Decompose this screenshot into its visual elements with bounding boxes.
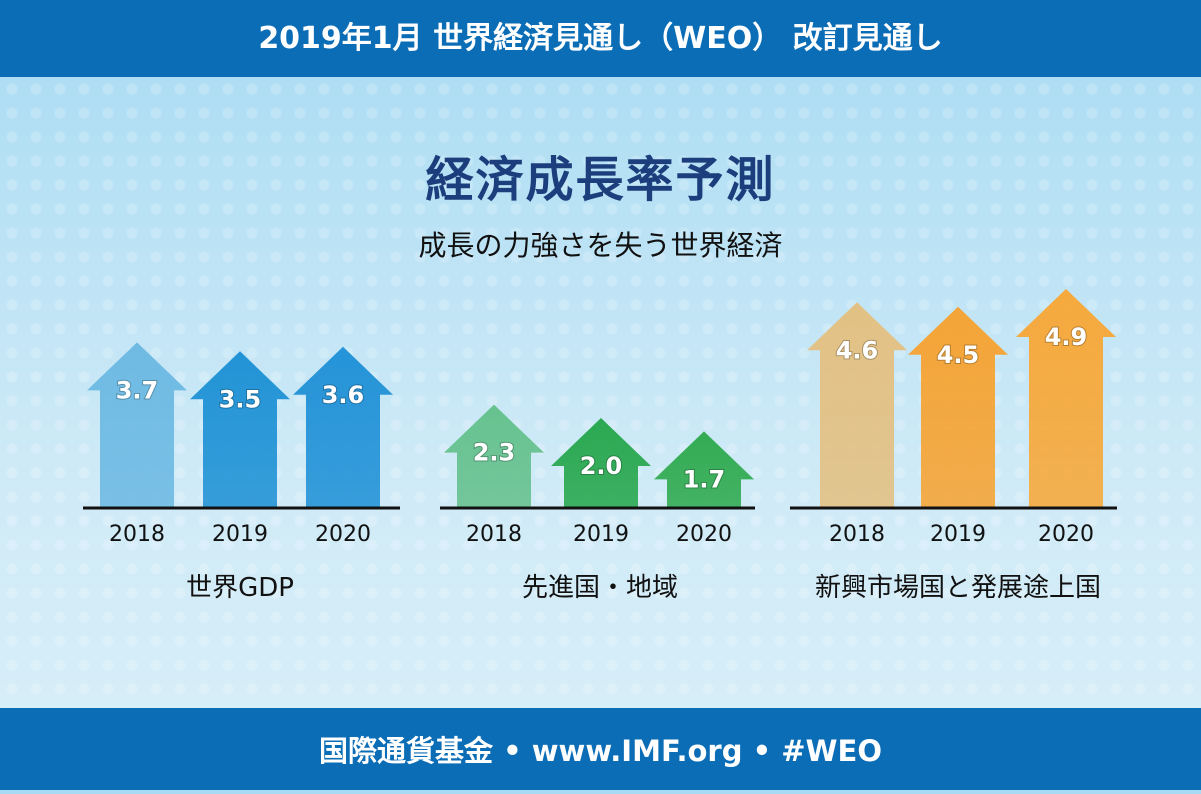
year-label: 2018 [829, 522, 885, 547]
header-banner: 2019年1月 世界経済見通し（WEO） 改訂見通し [0, 0, 1201, 77]
data-label: 3.7 [116, 376, 159, 404]
arrow-bar [444, 404, 544, 507]
arrow-bar [293, 346, 393, 507]
group-label: 先進国・地域 [522, 573, 678, 603]
data-label: 4.9 [1045, 323, 1088, 351]
data-label: 2.0 [580, 452, 623, 480]
year-label: 2020 [676, 522, 732, 547]
year-label: 2019 [573, 522, 629, 547]
arrow-bar [654, 431, 754, 507]
data-label: 3.5 [219, 385, 262, 413]
data-label: 4.6 [836, 336, 879, 364]
arrow-bar [908, 306, 1008, 507]
arrow-bar [551, 418, 651, 507]
data-label: 1.7 [683, 465, 726, 493]
year-label: 2020 [1038, 522, 1094, 547]
page-title: 経済成長率予測 [425, 152, 776, 208]
arrow-chart: 3.7 2018 3.5 2019 3.6 2020 世界GDP 2.3 2018 2.0 2019… [83, 288, 1117, 603]
year-label: 2018 [466, 522, 522, 547]
group-label: 新興市場国と発展途上国 [815, 573, 1101, 603]
page-subtitle: 成長の力強さを失う世界経済 [418, 229, 783, 262]
year-label: 2020 [315, 522, 371, 547]
data-label: 3.6 [322, 381, 365, 409]
footer-banner: 国際通貨基金 • www.IMF.org • #WEO [0, 708, 1201, 790]
arrow-bar [190, 351, 290, 507]
group-label: 世界GDP [186, 573, 294, 603]
arrow-bar [87, 342, 187, 507]
data-label: 4.5 [937, 341, 980, 369]
year-label: 2019 [930, 522, 986, 547]
data-label: 2.3 [473, 439, 516, 467]
arrow-bar [807, 302, 907, 507]
year-label: 2019 [212, 522, 268, 547]
year-label: 2018 [109, 522, 165, 547]
arrow-bar [1016, 288, 1116, 507]
